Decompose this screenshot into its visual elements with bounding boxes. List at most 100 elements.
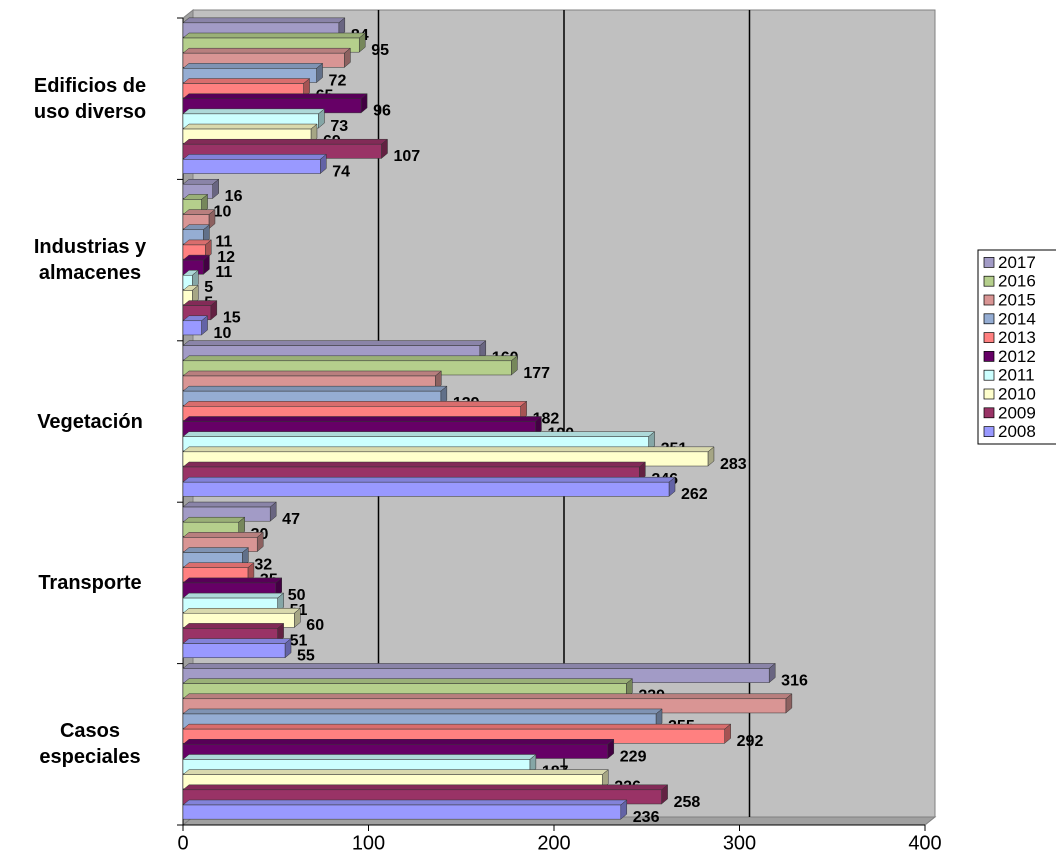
legend-label: 2008 xyxy=(998,422,1036,441)
bar-top xyxy=(182,739,615,745)
bar-front xyxy=(182,481,670,497)
data-label: 16 xyxy=(225,188,243,205)
bar-top xyxy=(182,63,324,69)
bar-top xyxy=(182,799,628,806)
data-label: 95 xyxy=(371,42,389,59)
data-label: 258 xyxy=(674,794,701,811)
bar xyxy=(182,284,199,306)
legend-swatch xyxy=(983,407,995,419)
bar-front xyxy=(182,643,286,659)
legend-swatch xyxy=(983,257,995,268)
data-label: 107 xyxy=(393,148,420,165)
bar-top xyxy=(182,154,327,160)
data-label: 51 xyxy=(290,632,308,649)
bar-top xyxy=(182,607,301,614)
bar-top xyxy=(182,577,283,584)
legend-swatch xyxy=(983,294,995,306)
data-label: 11 xyxy=(215,234,232,251)
bar-top xyxy=(182,93,368,99)
bar-top xyxy=(182,769,609,775)
y-tick-label: Industrias y almacenes xyxy=(33,236,147,285)
bar-top xyxy=(182,461,647,468)
data-label: 292 xyxy=(737,733,764,750)
bar-top xyxy=(182,385,448,392)
bar-top xyxy=(182,638,292,644)
legend-label: 2012 xyxy=(998,347,1036,366)
bar-top xyxy=(182,431,656,437)
bar-top xyxy=(182,138,389,145)
bar-top xyxy=(182,416,543,422)
bar-top xyxy=(182,678,634,684)
legend-swatch xyxy=(983,351,995,362)
bar-top xyxy=(182,547,250,553)
bar-front xyxy=(182,159,321,174)
bar-top xyxy=(182,562,255,568)
bar-top xyxy=(182,446,715,453)
legend-label: 2011 xyxy=(998,366,1035,385)
data-label: 96 xyxy=(373,103,391,120)
data-label: 12 xyxy=(217,249,235,266)
legend-label: 2014 xyxy=(998,309,1036,328)
bar-top xyxy=(182,108,326,115)
data-label: 177 xyxy=(523,365,550,382)
bar-top xyxy=(182,501,277,508)
data-label: 74 xyxy=(332,163,350,180)
bar-top xyxy=(182,476,676,483)
bar-top xyxy=(182,516,246,523)
legend-label: 2009 xyxy=(998,403,1036,422)
bar-front xyxy=(182,804,622,820)
data-label: 316 xyxy=(781,672,808,689)
legend-label: 2017 xyxy=(998,253,1036,272)
y-tick-label: Casos especiales xyxy=(39,720,141,769)
bar-top xyxy=(182,32,366,39)
data-label: 15 xyxy=(223,310,241,327)
bar-top xyxy=(182,370,442,377)
bar xyxy=(182,269,199,290)
data-label: 60 xyxy=(306,617,324,634)
bar-top xyxy=(182,663,776,669)
x-tick-label: 300 xyxy=(723,832,756,854)
data-label: 11 xyxy=(215,264,232,281)
bar-top xyxy=(182,693,793,700)
bar-top xyxy=(182,47,352,54)
y-tick-label: Vegetación xyxy=(37,410,143,433)
bar xyxy=(182,315,209,336)
y-tick-label: Edificios de uso diverso xyxy=(33,74,147,123)
y-tick-label: Transporte xyxy=(38,571,142,594)
legend-label: 2010 xyxy=(998,384,1036,403)
bar-top xyxy=(182,123,318,130)
bar xyxy=(182,153,327,175)
data-label: 32 xyxy=(254,557,272,574)
data-label: 283 xyxy=(720,456,747,473)
bar-top xyxy=(182,532,264,538)
bar-top xyxy=(182,723,732,730)
bar-top xyxy=(182,784,669,791)
x-tick-label: 200 xyxy=(537,832,570,854)
legend-label: 2015 xyxy=(998,290,1036,309)
x-tick-label: 0 xyxy=(177,832,188,854)
legend-swatch xyxy=(983,275,995,287)
legend-swatch xyxy=(983,313,995,325)
x-tick-label: 400 xyxy=(908,832,941,854)
bar-top xyxy=(182,754,537,760)
bar xyxy=(182,799,628,820)
data-label: 50 xyxy=(288,587,306,604)
bar-top xyxy=(182,708,663,715)
bar-top xyxy=(182,401,528,407)
data-label: 236 xyxy=(633,809,660,826)
legend-swatch xyxy=(983,369,995,381)
bar xyxy=(182,476,676,497)
data-label: 10 xyxy=(214,203,232,220)
bar xyxy=(182,638,292,659)
data-label: 47 xyxy=(282,511,300,528)
legend-swatch xyxy=(983,426,995,437)
bar-top xyxy=(182,592,285,599)
legend-label: 2013 xyxy=(998,328,1036,347)
data-label: 55 xyxy=(297,648,315,665)
bar-top xyxy=(182,78,311,84)
bar-top xyxy=(182,355,519,362)
bar-top xyxy=(182,340,487,346)
legend-swatch xyxy=(983,388,995,400)
